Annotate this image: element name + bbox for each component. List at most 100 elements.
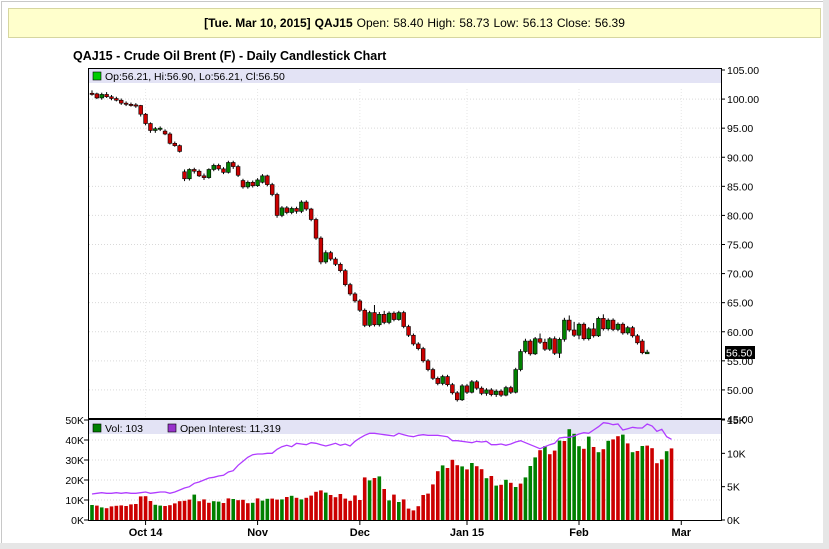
candle bbox=[226, 160, 231, 174]
candle bbox=[260, 174, 265, 184]
volume-bar bbox=[246, 503, 250, 520]
candles bbox=[89, 90, 650, 402]
candle-body bbox=[591, 328, 596, 337]
open-interest-axis: 15K 10K 5K 0K bbox=[721, 415, 746, 527]
candle-body bbox=[284, 207, 289, 213]
volume-bar bbox=[426, 493, 430, 520]
candle bbox=[445, 374, 450, 387]
candle bbox=[274, 192, 280, 218]
volume-bar bbox=[591, 447, 596, 520]
candle-body bbox=[299, 201, 304, 212]
oi-tick-label: 5K bbox=[727, 482, 740, 494]
candle-body bbox=[567, 319, 572, 331]
volume-bar bbox=[362, 477, 367, 520]
quote-low-value: 56.13 bbox=[522, 16, 553, 30]
candle bbox=[182, 169, 187, 182]
candle bbox=[284, 206, 289, 215]
volume-bar bbox=[601, 449, 606, 520]
candle bbox=[591, 323, 596, 338]
candle bbox=[640, 339, 645, 355]
candle bbox=[567, 315, 572, 332]
candle bbox=[201, 173, 207, 180]
volume-bar bbox=[294, 497, 299, 520]
volume-bar bbox=[606, 440, 611, 520]
candle-body bbox=[347, 284, 353, 295]
candle-body bbox=[440, 376, 445, 384]
candle-body bbox=[196, 170, 202, 177]
volume-bar bbox=[216, 501, 221, 520]
volume-bar bbox=[465, 469, 469, 520]
candle-body bbox=[357, 300, 363, 311]
price-tick-label: 105.00 bbox=[727, 65, 759, 77]
candle-body bbox=[367, 312, 372, 326]
candle bbox=[128, 102, 134, 107]
volume-bar bbox=[650, 448, 654, 520]
candle-body bbox=[381, 313, 387, 323]
candle-body bbox=[420, 348, 426, 362]
volume-bar bbox=[104, 508, 109, 520]
candle-body bbox=[123, 102, 129, 105]
volume-bar bbox=[625, 443, 630, 520]
candle-body bbox=[187, 169, 192, 180]
candle-body bbox=[109, 96, 114, 99]
price-tick-label: 100.00 bbox=[727, 94, 759, 106]
volume-bar bbox=[435, 471, 440, 520]
candle-body bbox=[352, 293, 358, 302]
volume-bar bbox=[645, 445, 649, 520]
volume-bar bbox=[265, 498, 270, 520]
candle bbox=[357, 299, 363, 312]
volume-bar bbox=[202, 499, 206, 520]
volume-bar bbox=[567, 429, 572, 520]
candle bbox=[143, 113, 148, 126]
volume-bar bbox=[406, 508, 411, 520]
candle bbox=[391, 311, 397, 322]
volume-bar bbox=[586, 436, 591, 520]
quote-symbol: QAJ15 bbox=[314, 16, 353, 30]
oi-tick-label: 10K bbox=[727, 448, 746, 460]
candle-body bbox=[494, 390, 499, 395]
last-price-marker bbox=[725, 346, 755, 359]
volume-bar bbox=[197, 501, 201, 520]
candle bbox=[630, 325, 635, 338]
candle-body bbox=[445, 376, 450, 385]
frame-shadow-right bbox=[823, 0, 829, 549]
volume-bar bbox=[304, 497, 309, 520]
candle bbox=[581, 322, 587, 341]
candle bbox=[104, 92, 109, 98]
candle bbox=[167, 132, 173, 145]
candle bbox=[289, 206, 294, 215]
candle-body bbox=[596, 318, 601, 337]
candle-body bbox=[128, 104, 134, 106]
candle bbox=[172, 141, 177, 147]
candle bbox=[347, 282, 353, 296]
candle bbox=[401, 310, 406, 329]
candle bbox=[635, 334, 640, 345]
volume-bar bbox=[518, 483, 523, 520]
candle-body bbox=[528, 340, 533, 355]
candle bbox=[206, 168, 212, 179]
candle-body bbox=[377, 313, 382, 326]
volume-bar bbox=[148, 501, 153, 520]
price-axis: 105.00 100.00 95.00 90.00 85.00 80.00 75.00 70.… bbox=[721, 65, 759, 426]
candle bbox=[328, 250, 333, 261]
candle-body bbox=[625, 327, 630, 334]
volume-bar bbox=[421, 495, 425, 520]
volume-bar bbox=[187, 499, 192, 520]
candle bbox=[542, 338, 548, 351]
volume-tick-label: 30K bbox=[65, 455, 84, 467]
volume-bar bbox=[664, 451, 669, 520]
volume-bar bbox=[455, 465, 460, 520]
volume-bar bbox=[129, 504, 133, 520]
candle bbox=[279, 206, 285, 218]
candle bbox=[157, 126, 163, 132]
candle-body bbox=[269, 184, 275, 195]
volume-bar bbox=[377, 476, 382, 520]
candle-body bbox=[610, 319, 616, 330]
candle-body bbox=[294, 208, 299, 212]
frame-shadow-bottom bbox=[0, 543, 829, 549]
price-tick-label: 90.00 bbox=[727, 152, 753, 164]
candle-body bbox=[250, 181, 255, 187]
candle bbox=[479, 386, 484, 396]
candle-body bbox=[469, 381, 475, 393]
volume-bar bbox=[353, 495, 357, 520]
